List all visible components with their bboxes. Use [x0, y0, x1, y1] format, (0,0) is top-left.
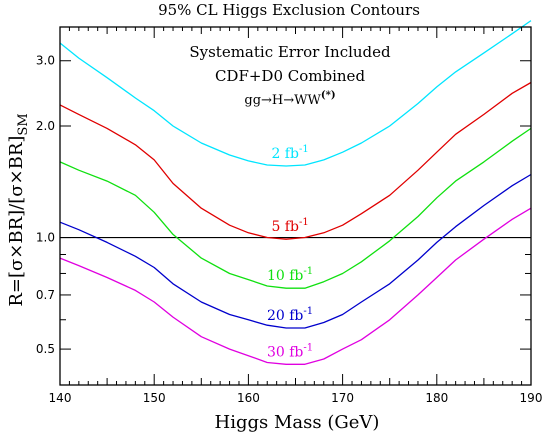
y-axis-label-main: R=[σ×BR]/[σ×BR] — [6, 136, 27, 307]
y-tick-label: 0.5 — [36, 342, 55, 356]
y-axis-label: R=[σ×BR]/[σ×BR]SM — [6, 113, 31, 306]
y-axis-label-sub: SM — [16, 113, 31, 135]
annotation-reaction-sup: (*) — [321, 90, 336, 101]
x-tick-label: 150 — [143, 391, 166, 405]
y-tick-label: 2.0 — [36, 119, 55, 133]
annotation-systematic: Systematic Error Included — [189, 43, 391, 61]
series-label-1: 2 fb-1 — [271, 144, 308, 162]
y-tick-label: 1.0 — [36, 231, 55, 245]
x-tick-label: 180 — [425, 391, 448, 405]
annotation-reaction: gg→H→WW(*) — [244, 90, 335, 108]
series-label-3: 10 fb-1 — [267, 266, 313, 284]
series-label-2: 5 fb-1 — [271, 217, 308, 235]
series-line-4 — [59, 173, 532, 329]
annotation-combined: CDF+D0 Combined — [215, 67, 365, 85]
x-tick-label: 170 — [331, 391, 354, 405]
annotation-block: Systematic Error Included CDF+D0 Combine… — [189, 43, 391, 108]
y-tick-label: 3.0 — [36, 54, 55, 68]
chart-title: 95% CL Higgs Exclusion Contours — [158, 1, 420, 19]
annotation-reaction-main: gg→H→WW — [244, 93, 321, 108]
series-layer: 2 fb-1 5 fb-1 10 fb-1 20 fb-1 30 fb-1 — [59, 20, 532, 365]
series-label-4: 20 fb-1 — [267, 306, 313, 324]
series-line-3 — [59, 127, 532, 289]
series-line-1 — [59, 20, 532, 167]
y-tick-label: 0.7 — [36, 288, 55, 302]
x-tick-label: 140 — [49, 391, 72, 405]
plot-frame — [59, 26, 532, 386]
series-label-5: 30 fb-1 — [267, 342, 313, 360]
series-line-2 — [59, 81, 532, 240]
x-axis-label: Higgs Mass (GeV) — [215, 412, 380, 433]
x-tick-label: 160 — [237, 391, 260, 405]
ticks-layer: 140 150 160 170 180 190 0.5 0.7 1.0 2.0 3.0 — [36, 27, 543, 405]
series-line-5 — [59, 207, 532, 365]
x-tick-label: 190 — [520, 391, 543, 405]
